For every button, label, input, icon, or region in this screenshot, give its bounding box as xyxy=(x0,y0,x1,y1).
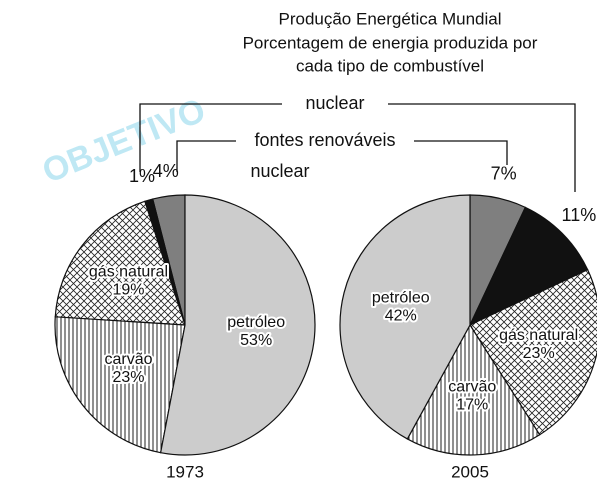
pie-slice xyxy=(54,200,186,326)
value-label: 53% xyxy=(240,332,272,349)
value-label: 23% xyxy=(523,345,555,362)
chart-title: cada tipo de combustível xyxy=(296,56,484,75)
annotation: nuclear xyxy=(305,93,364,113)
annotation: nuclear xyxy=(250,161,309,181)
annotation: fontes renováveis xyxy=(254,130,395,150)
pie-slice xyxy=(468,206,589,327)
bracket xyxy=(139,103,576,192)
value-label: 23% xyxy=(112,369,144,386)
pie-slice xyxy=(159,194,316,456)
value-label: 11% xyxy=(562,205,597,225)
value-label: 7% xyxy=(491,163,517,183)
value-label: 17% xyxy=(456,397,488,414)
pie-slice xyxy=(469,268,597,436)
value-label: 4% xyxy=(153,161,179,181)
value-label: 19% xyxy=(112,281,144,298)
bracket xyxy=(176,140,508,172)
slice-label: carvão xyxy=(448,379,496,396)
chart-title: Porcentagem de energia produzida por xyxy=(243,33,538,52)
slice-label: petróleo xyxy=(227,314,285,331)
pie-label: 1973 xyxy=(166,462,204,481)
pie-slice xyxy=(54,316,186,454)
pie-label: 2005 xyxy=(451,462,489,481)
slice-label: gás natural xyxy=(499,327,578,344)
chart-title: Produção Energética Mundial xyxy=(278,9,501,28)
pie-slice xyxy=(406,323,541,456)
slice-label: gás natural xyxy=(89,263,168,280)
pie-slice xyxy=(339,194,471,440)
slice-label: carvão xyxy=(104,351,152,368)
slice-label: petróleo xyxy=(372,289,430,306)
value-label: 42% xyxy=(385,307,417,324)
value-label: 1% xyxy=(129,166,155,186)
